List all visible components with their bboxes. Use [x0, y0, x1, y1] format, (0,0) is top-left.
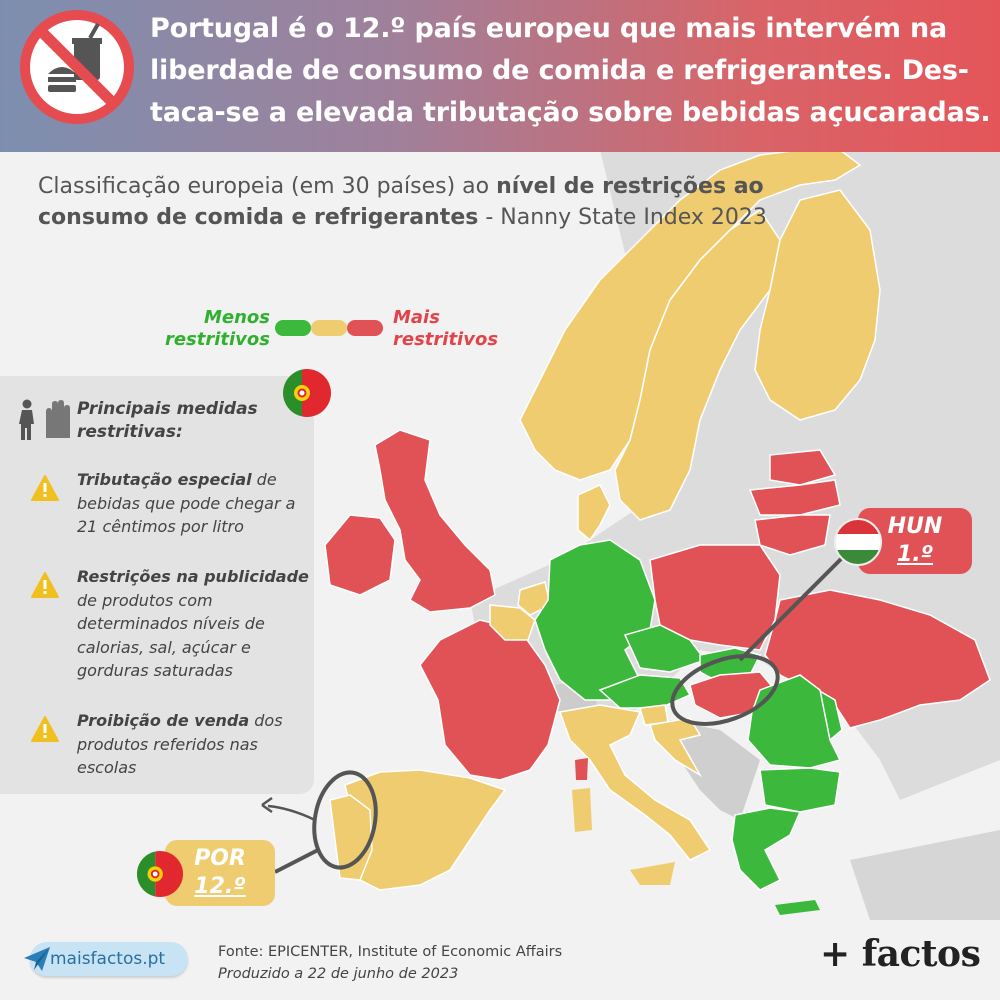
balkans-land	[670, 720, 760, 820]
brand-logo: + factos	[820, 933, 981, 975]
country-estonia	[769, 449, 837, 486]
portugal-rank: 12.º	[194, 874, 246, 899]
country-italy	[558, 704, 712, 861]
portugal-flag-icon	[136, 850, 184, 898]
portugal-code: POR	[194, 846, 246, 871]
measure-item-tax-text: de bebidas que pode chegar a 21 cêntimos…	[77, 470, 296, 536]
portugal-highlight-ring	[312, 770, 378, 870]
measure-item-advertising: Restrições na publicidade de produtos co…	[77, 565, 309, 683]
country-poland	[649, 544, 781, 651]
portugal-leader-line	[274, 848, 319, 874]
map-subtitle: Classificação europeia (em 30 países) ao…	[38, 171, 818, 233]
country-ireland	[324, 514, 396, 596]
curved-arrow-icon	[267, 804, 316, 822]
hungary-flag-icon	[834, 518, 882, 566]
measure-item-tax: Tributação especial de bebidas que pode …	[77, 468, 309, 539]
stop-gesture-icon	[19, 399, 70, 440]
header-banner: Portugal é o 12.º país europeu que mais …	[0, 0, 1000, 152]
measure-item-tax-bold: Tributação especial	[77, 470, 252, 489]
country-romania	[747, 674, 842, 769]
country-netherlands	[517, 581, 551, 616]
portugal-flag-icon	[283, 369, 331, 417]
legend-pill-green	[275, 320, 311, 336]
island-sicily	[630, 862, 675, 885]
country-sweden	[614, 208, 781, 521]
warning-icon	[31, 716, 59, 742]
subtitle-prefix: Classificação europeia (em 30 países) ao	[38, 174, 497, 199]
subtitle-suffix: - Nanny State Index 2023	[478, 205, 767, 230]
warning-icon	[31, 475, 59, 501]
source-text: Fonte: EPICENTER, Institute of Economic …	[218, 944, 563, 960]
subtitle-bold: nível de restrições ao consumo de comida…	[38, 174, 764, 230]
legend-pill-red	[347, 320, 383, 336]
measure-item-school-ban: Proibição de venda dos produtos referido…	[77, 709, 309, 780]
hungary-rank: 1.º	[896, 542, 934, 567]
measure-item-school-ban-text: dos produtos referidos nas escolas	[77, 711, 283, 777]
website-tag[interactable]	[30, 942, 188, 976]
country-united-kingdom	[374, 429, 496, 613]
measures-heading: Principais medidas restritivas:	[77, 399, 258, 442]
measure-item-advertising-bold: Restrições na publicidade	[77, 567, 309, 586]
source-note: Fonte: EPICENTER, Institute of Economic …	[218, 941, 562, 985]
measure-item-school-ban-bold: Proibição de venda	[77, 711, 250, 730]
hungary-highlight-ring	[670, 654, 780, 726]
island-corsica	[575, 758, 588, 780]
arrowhead-icon	[261, 796, 273, 814]
legend-more-restrictive: Mais restritivos	[393, 307, 499, 350]
hungary-code: HUN	[887, 514, 943, 539]
island-sardinia	[572, 788, 592, 832]
paper-plane-icon	[24, 947, 50, 971]
country-portugal	[329, 794, 373, 881]
country-greece	[731, 807, 802, 891]
island-crete	[775, 900, 820, 915]
measure-item-advertising-text: de produtos com determinados níveis de c…	[77, 590, 265, 681]
country-bulgaria	[759, 767, 841, 813]
legend-pill-yellow	[311, 320, 347, 336]
country-latvia	[748, 479, 841, 516]
country-norway	[519, 149, 862, 481]
turkey-land	[850, 830, 1000, 920]
country-belgium	[489, 604, 536, 641]
warning-icon	[31, 572, 59, 598]
no-fast-food-icon	[20, 10, 134, 124]
portugal-rank-badge: POR 12.º	[165, 840, 275, 906]
header-title: Portugal é o 12.º país europeu que mais …	[150, 13, 991, 128]
country-finland	[754, 189, 881, 421]
website-url[interactable]: maisfactos.pt	[50, 949, 166, 969]
hungary-leader-line	[738, 553, 847, 662]
produced-date: Produzido a 22 de junho de 2023	[218, 966, 459, 982]
country-denmark	[577, 484, 611, 542]
legend-less-restrictive: Menos restritivos	[164, 307, 270, 350]
